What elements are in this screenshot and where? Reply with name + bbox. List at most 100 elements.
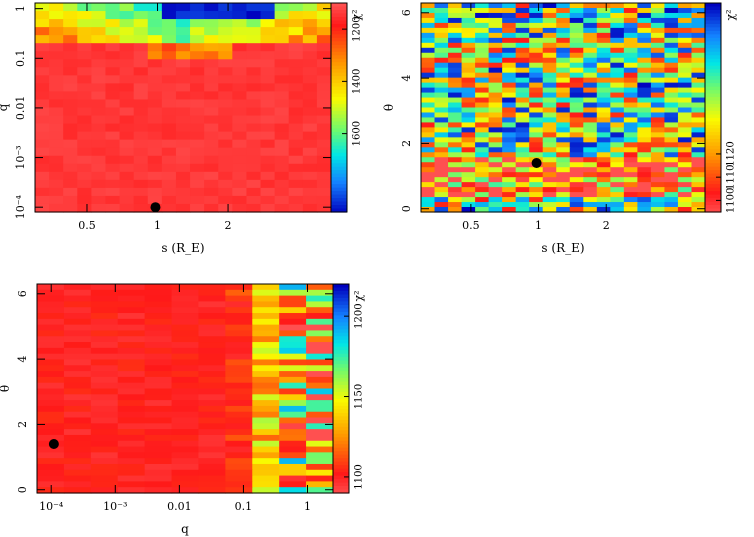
heatmap-cell (274, 99, 290, 109)
colorbar-segment (333, 423, 349, 428)
heatmap-cell (218, 171, 233, 181)
heatmap-cell (623, 47, 638, 54)
heatmap-cell (49, 35, 64, 44)
heatmap-cell (117, 371, 146, 378)
heatmap-cell (529, 167, 544, 173)
heatmap-cell (288, 163, 304, 173)
heatmap-cell (677, 42, 693, 49)
heatmap-cell (260, 19, 276, 28)
heatmap-cell (302, 75, 318, 84)
heatmap-cell (461, 137, 476, 143)
heatmap-cell (664, 187, 679, 193)
heatmap-cell (252, 330, 280, 337)
colorbar-segment (333, 388, 349, 393)
heatmap-cell (260, 115, 276, 125)
heatmap-cell (488, 27, 503, 34)
heatmap-cell (475, 182, 490, 188)
heatmap-cell (90, 284, 119, 291)
heatmap-cell (637, 22, 652, 29)
heatmap-cell (175, 83, 191, 93)
heatmap-cell (650, 197, 666, 203)
heatmap-cell (63, 43, 78, 52)
colorbar-segment (331, 90, 347, 95)
heatmap-cell (171, 318, 200, 326)
heatmap-cell (175, 3, 191, 12)
heatmap-cell (475, 112, 490, 119)
heatmap-cell (144, 458, 173, 465)
heatmap-cell (198, 284, 226, 291)
x-tick-label: 0.1 (235, 500, 253, 513)
heatmap-cell (198, 301, 226, 308)
heatmap-cell (677, 102, 693, 109)
heatmap-cell (119, 91, 135, 101)
heatmap-cell (37, 429, 65, 436)
heatmap-cell (637, 197, 652, 203)
heatmap-cell (488, 192, 503, 198)
heatmap-cell (637, 62, 652, 69)
heatmap-cell (246, 147, 262, 157)
heatmap-cell (650, 27, 666, 34)
heatmap-cell (569, 52, 584, 59)
heatmap-cell (204, 131, 219, 141)
heatmap-cell (252, 423, 280, 430)
heatmap-cell (246, 179, 262, 189)
heatmap-cell (434, 172, 449, 178)
heatmap-cell (144, 394, 173, 401)
heatmap-cell (171, 330, 200, 337)
heatmap-cell (204, 155, 219, 165)
heatmap-cell (161, 11, 177, 20)
heatmap-cell (610, 112, 625, 119)
heatmap-cell (171, 452, 200, 459)
heatmap-cell (37, 452, 65, 459)
heatmap-cell (302, 83, 318, 93)
heatmap-cell (63, 307, 92, 314)
heatmap-cell (542, 62, 557, 69)
heatmap-cell (133, 51, 149, 60)
heatmap-cell (650, 112, 666, 119)
heatmap-cell (542, 152, 557, 158)
heatmap-cell (515, 67, 530, 74)
heatmap-cell (515, 42, 530, 49)
heatmap-cell (260, 203, 276, 213)
heatmap-cell (461, 52, 476, 59)
heatmap-cell (421, 152, 436, 158)
heatmap-cell (63, 481, 92, 488)
heatmap-cell (650, 37, 666, 44)
heatmap-cell (246, 123, 262, 133)
heatmap-cell (650, 17, 666, 24)
colorbar-segment (333, 364, 349, 369)
best-fit-point (150, 202, 161, 213)
heatmap-cell (623, 122, 638, 129)
heatmap-cell (198, 342, 226, 349)
heatmap-cell (260, 11, 276, 20)
heatmap-cell (105, 171, 121, 181)
heatmap-cell (175, 187, 191, 197)
heatmap-cell (515, 127, 530, 133)
heatmap-cell (133, 203, 149, 213)
heatmap-cell (664, 42, 679, 49)
heatmap-cell (288, 179, 304, 189)
heatmap-cell (119, 35, 135, 44)
colorbar-segment (333, 367, 349, 372)
y-tick-label: 2 (16, 421, 29, 428)
heatmap-cell (610, 107, 625, 114)
heatmap-cell (448, 187, 463, 193)
colorbar-segment (333, 308, 349, 313)
heatmap-cell (475, 42, 490, 49)
heatmap-cell (90, 301, 119, 308)
colorbar-label: χ² (350, 9, 363, 20)
heatmap-cell (252, 388, 280, 395)
heatmap-cell (279, 336, 307, 343)
heatmap-cell (260, 35, 276, 44)
heatmap-cell (306, 469, 334, 477)
heatmap-cell (569, 92, 584, 99)
heatmap-cell (610, 117, 625, 124)
heatmap-cell (306, 382, 334, 390)
heatmap-cell (434, 47, 449, 54)
heatmap-cell (583, 32, 598, 39)
heatmap-cell (105, 195, 121, 205)
heatmap-cell (650, 162, 666, 168)
heatmap-cell (502, 82, 517, 89)
heatmap-cell (161, 43, 177, 52)
heatmap-cell (583, 102, 598, 109)
